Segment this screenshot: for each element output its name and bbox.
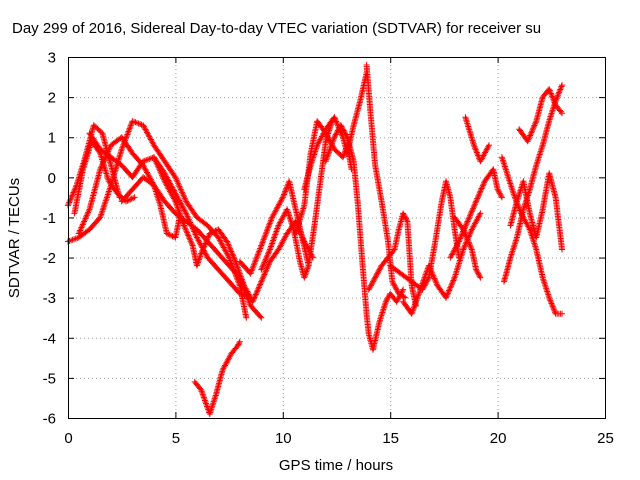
trace-markers bbox=[363, 62, 409, 301]
series-trace bbox=[118, 174, 183, 241]
y-tick-label: -4 bbox=[43, 330, 56, 347]
trace-markers bbox=[447, 166, 505, 261]
y-tick-label: 2 bbox=[48, 90, 56, 107]
y-axis-label: SDTVAR / TECUs bbox=[6, 178, 23, 298]
trace-markers bbox=[118, 174, 183, 241]
x-tick-label: 15 bbox=[382, 430, 399, 447]
x-tick-label: 10 bbox=[275, 430, 292, 447]
trace-markers bbox=[71, 138, 138, 217]
x-axis-label: GPS time / hours bbox=[279, 457, 393, 474]
grid-layer bbox=[68, 57, 605, 418]
y-tick-label: -1 bbox=[43, 210, 56, 227]
trace-markers bbox=[86, 130, 254, 301]
trace-markers bbox=[400, 210, 484, 317]
series-trace bbox=[400, 210, 484, 317]
series-trace bbox=[191, 338, 243, 417]
series-trace bbox=[447, 166, 505, 261]
trace-markers bbox=[451, 214, 484, 281]
series-trace bbox=[365, 210, 419, 309]
trace-markers bbox=[65, 118, 250, 321]
series-trace bbox=[71, 138, 138, 217]
y-tick-label: -6 bbox=[43, 411, 56, 428]
x-tick-label: 20 bbox=[490, 430, 507, 447]
series-trace bbox=[462, 114, 492, 165]
trace-markers bbox=[258, 118, 336, 281]
series-trace bbox=[322, 122, 407, 353]
y-tick-label: -3 bbox=[43, 290, 56, 307]
plot-frame bbox=[68, 57, 606, 419]
trace-markers bbox=[365, 210, 419, 309]
trace-markers bbox=[507, 170, 565, 253]
trace-markers bbox=[462, 114, 492, 165]
trace-markers bbox=[322, 122, 407, 353]
x-tick-label: 0 bbox=[64, 430, 72, 447]
trace-markers bbox=[301, 70, 370, 193]
series-trace bbox=[301, 70, 370, 193]
y-tick-label: -5 bbox=[43, 370, 56, 387]
trace-markers bbox=[516, 86, 565, 145]
y-tick-label: 3 bbox=[48, 50, 56, 67]
x-tick-label: 5 bbox=[172, 430, 180, 447]
chart-title: Day 299 of 2016, Sidereal Day-to-day VTE… bbox=[12, 20, 541, 37]
data-layer bbox=[65, 62, 565, 417]
series-trace bbox=[451, 214, 484, 281]
series-trace bbox=[507, 170, 565, 253]
series-trace bbox=[516, 86, 565, 145]
series-trace bbox=[86, 130, 254, 301]
series-trace bbox=[363, 62, 409, 301]
trace-markers bbox=[387, 178, 462, 293]
series-trace bbox=[258, 118, 336, 281]
series-trace bbox=[65, 118, 250, 321]
y-tick-label: 0 bbox=[48, 170, 56, 187]
y-tick-label: -2 bbox=[43, 250, 56, 267]
x-tick-label: 25 bbox=[597, 430, 614, 447]
series-trace bbox=[387, 178, 462, 293]
trace-markers bbox=[191, 338, 243, 417]
y-tick-label: 1 bbox=[48, 130, 56, 147]
